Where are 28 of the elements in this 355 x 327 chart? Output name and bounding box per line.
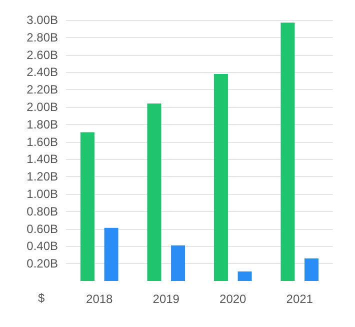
y-tick-label: 2.40B	[26, 65, 58, 80]
y-tick-label: 0.40B	[26, 239, 58, 254]
bar	[214, 74, 228, 281]
y-tick-label: 1.20B	[26, 170, 58, 184]
y-axis-title: $	[38, 291, 45, 305]
y-tick-label: 1.00B	[26, 187, 58, 201]
y-tick-label: 2.80B	[26, 30, 58, 44]
y-tick-label: 1.80B	[26, 117, 58, 132]
y-tick-label: 0.20B	[26, 256, 58, 271]
y-tick-label: 2.20B	[26, 82, 58, 97]
bar	[238, 271, 252, 281]
y-tick-label: 0.80B	[26, 204, 58, 218]
y-tick-label: 2.00B	[26, 100, 58, 114]
bar	[104, 228, 118, 281]
y-tick-label: 3.00B	[26, 13, 58, 27]
x-tick-label: 2019	[152, 292, 180, 306]
bar	[171, 245, 186, 281]
bar	[304, 258, 319, 281]
x-tick-label: 2018	[86, 292, 114, 306]
y-tick-label: 2.60B	[26, 48, 58, 62]
bar	[280, 22, 295, 281]
y-tick-label: 1.40B	[26, 152, 58, 166]
x-tick-label: 2020	[220, 292, 247, 306]
x-tick-label: 2021	[286, 292, 314, 306]
bar	[147, 104, 162, 281]
y-tick-label: 1.60B	[26, 134, 58, 149]
bar	[80, 132, 94, 281]
y-tick-label: 0.60B	[26, 222, 58, 236]
